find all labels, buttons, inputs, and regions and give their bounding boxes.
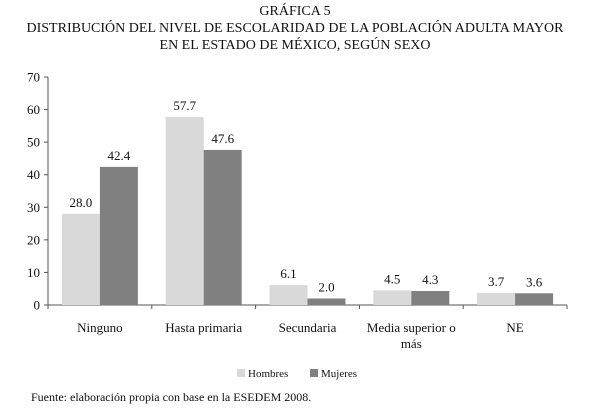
data-label: 28.0 bbox=[70, 195, 93, 210]
bar bbox=[373, 290, 412, 305]
bar bbox=[515, 293, 554, 305]
category-label: Secundaria bbox=[279, 320, 337, 335]
data-label: 42.4 bbox=[108, 148, 131, 163]
y-tick-label: 20 bbox=[27, 232, 40, 247]
chart-title-line-2: EN EL ESTADO DE MÉXICO, SEGÚN SEXO bbox=[159, 38, 431, 53]
legend-label: Mujeres bbox=[321, 368, 357, 380]
bar bbox=[307, 298, 346, 305]
bar bbox=[477, 292, 516, 305]
category-label: más bbox=[401, 336, 422, 351]
legend-label: Hombres bbox=[248, 368, 288, 380]
data-label: 3.6 bbox=[526, 274, 543, 289]
data-label: 3.7 bbox=[488, 274, 505, 289]
bar bbox=[99, 166, 138, 305]
chart-title-line-1: DISTRIBUCIÓN DEL NIVEL DE ESCOLARIDAD DE… bbox=[26, 21, 564, 36]
data-label: 47.6 bbox=[211, 131, 234, 146]
category-label: Hasta primaria bbox=[165, 320, 242, 335]
chart-label: GRÁFICA 5 bbox=[259, 4, 331, 19]
bar bbox=[61, 213, 100, 305]
y-tick-label: 70 bbox=[27, 70, 40, 85]
legend-swatch bbox=[237, 369, 245, 377]
category-label: NE bbox=[506, 320, 523, 335]
legend-swatch bbox=[310, 369, 318, 377]
y-tick-label: 60 bbox=[27, 102, 40, 117]
category-label: Media superior o bbox=[367, 320, 456, 335]
y-tick-label: 30 bbox=[27, 200, 40, 215]
bar bbox=[165, 117, 204, 305]
y-tick-label: 10 bbox=[27, 265, 40, 280]
data-label: 4.3 bbox=[422, 272, 438, 287]
source-note: Fuente: elaboración propia con base en l… bbox=[31, 390, 312, 404]
bar bbox=[203, 149, 242, 305]
category-label: Ninguno bbox=[77, 320, 123, 335]
y-tick-label: 0 bbox=[34, 298, 41, 313]
y-tick-label: 50 bbox=[27, 135, 40, 150]
y-tick-label: 40 bbox=[27, 167, 40, 182]
bar-chart: 0 10 20 30 40 50 60 70 28.0 42.4 Ninguno 57.7 47.6 Ha… bbox=[27, 70, 568, 380]
bar bbox=[269, 285, 308, 305]
data-label: 4.5 bbox=[384, 271, 400, 286]
data-label: 6.1 bbox=[280, 266, 296, 281]
data-label: 2.0 bbox=[318, 279, 334, 294]
data-label: 57.7 bbox=[173, 98, 196, 113]
bar bbox=[411, 290, 450, 305]
